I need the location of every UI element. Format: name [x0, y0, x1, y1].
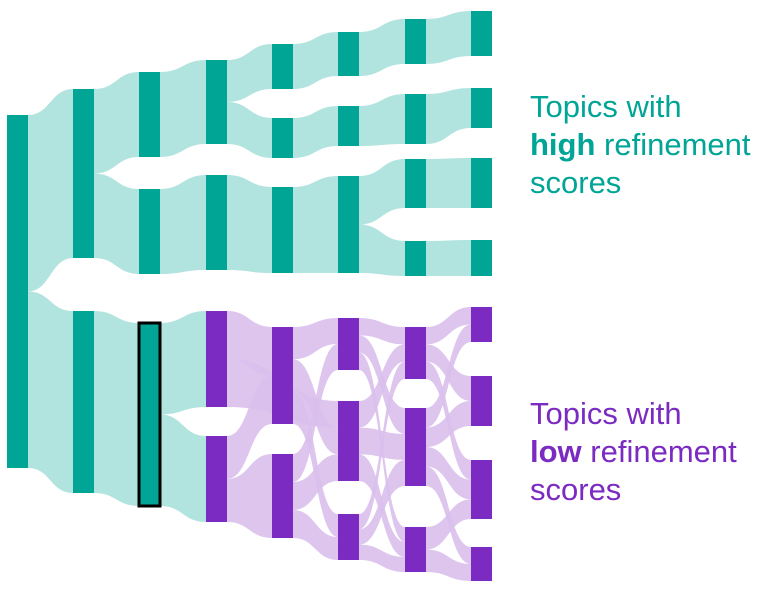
- link-g3-h3: [426, 158, 471, 208]
- link-f3-g3: [359, 159, 405, 225]
- link-g2-h2: [426, 88, 471, 144]
- link-f1-g1: [359, 19, 405, 76]
- link-b1-c1: [94, 72, 139, 174]
- node-f4: [338, 318, 359, 370]
- node-h3: [471, 158, 492, 208]
- link-e4-f4: [293, 318, 338, 360]
- node-e4: [272, 327, 293, 424]
- node-h2: [471, 88, 492, 128]
- legend-high-line3: scores: [530, 165, 622, 200]
- legend-low-line1: Topics with: [530, 396, 682, 431]
- node-g6: [405, 408, 426, 486]
- link-f6-g7: [359, 544, 405, 572]
- node-h5: [471, 307, 492, 342]
- node-f6: [338, 514, 359, 560]
- legend-low-rest: refinement: [581, 434, 737, 469]
- link-d2-e3: [227, 175, 272, 273]
- link-g1-h1: [426, 11, 471, 64]
- node-e1: [272, 44, 293, 89]
- link-e5-f4: [293, 344, 338, 482]
- link-b2-c2: [94, 311, 139, 506]
- link-c1-d1: [160, 60, 206, 157]
- node-b2: [73, 311, 94, 493]
- node-f3: [338, 176, 359, 273]
- node-d3: [206, 311, 227, 407]
- link-e2-f2: [293, 106, 338, 158]
- legend-high-emphasis: high: [530, 127, 596, 162]
- node-g7: [405, 527, 426, 572]
- legend-low-line2: low refinement: [530, 433, 737, 471]
- node-g2: [405, 94, 426, 144]
- link-f6-g5: [359, 361, 405, 530]
- node-h4: [471, 240, 492, 276]
- node-g1: [405, 19, 426, 64]
- link-f2-g2: [359, 94, 405, 146]
- node-g5: [405, 327, 426, 379]
- node-d1: [206, 60, 227, 144]
- link-e3-f3: [293, 176, 338, 273]
- link-a-b2: [28, 291, 73, 493]
- node-f1: [338, 32, 359, 76]
- link-f3-g4: [359, 224, 405, 276]
- node-f5: [338, 401, 359, 481]
- node-e3: [272, 187, 293, 273]
- link-c3-d2: [160, 175, 206, 274]
- link-g6-h6: [426, 401, 471, 447]
- link-d1-e1: [227, 44, 272, 102]
- node-d2: [206, 175, 227, 270]
- link-g6-h5: [426, 324, 471, 428]
- link-g7-h8: [426, 549, 471, 581]
- legend-high-rest: refinement: [595, 127, 751, 162]
- legend-high-refinement: Topics with high refinement scores: [530, 88, 751, 202]
- link-d4-e5: [227, 454, 272, 538]
- link-g7-h7: [426, 499, 471, 550]
- node-c1: [139, 72, 160, 157]
- link-c2-d3: [160, 311, 206, 415]
- node-f2: [338, 106, 359, 146]
- link-e5-f6: [293, 510, 338, 560]
- link-c2-d4: [160, 414, 206, 522]
- node-b1: [73, 89, 94, 258]
- node-d4: [206, 436, 227, 522]
- link-f4-g5: [359, 318, 405, 345]
- node-h6: [471, 376, 492, 426]
- link-d1-e2: [227, 102, 272, 158]
- legend-low-line3: scores: [530, 472, 622, 507]
- node-h8: [471, 547, 492, 581]
- node-g4: [405, 241, 426, 276]
- legend-high-line1: Topics with: [530, 89, 682, 124]
- link-b1-c3: [94, 173, 139, 274]
- link-f6-g6: [359, 460, 405, 545]
- nodes-layer: [7, 11, 492, 581]
- link-e5-f5: [293, 454, 338, 510]
- links-layer: [28, 11, 471, 581]
- link-a-b1: [28, 89, 73, 292]
- legend-low-emphasis: low: [530, 434, 582, 469]
- link-f5-g5: [359, 344, 405, 428]
- node-c2-highlighted: [137, 321, 162, 508]
- link-g4-h4: [426, 240, 471, 276]
- link-g6-h7: [426, 447, 471, 500]
- node-e5: [272, 454, 293, 538]
- node-g3: [405, 159, 426, 208]
- link-e1-f1: [293, 32, 338, 89]
- node-a: [7, 115, 28, 468]
- node-e2: [272, 118, 293, 158]
- node-h7: [471, 460, 492, 519]
- link-d3-e4: [227, 311, 272, 376]
- legend-high-line2: high refinement: [530, 126, 751, 164]
- link-e4-f6: [293, 391, 338, 537]
- node-c3: [139, 189, 160, 274]
- link-g5-h5: [426, 307, 471, 345]
- link-d4-e4: [227, 375, 272, 479]
- node-h1: [471, 11, 492, 56]
- legend-low-refinement: Topics with low refinement scores: [530, 395, 737, 509]
